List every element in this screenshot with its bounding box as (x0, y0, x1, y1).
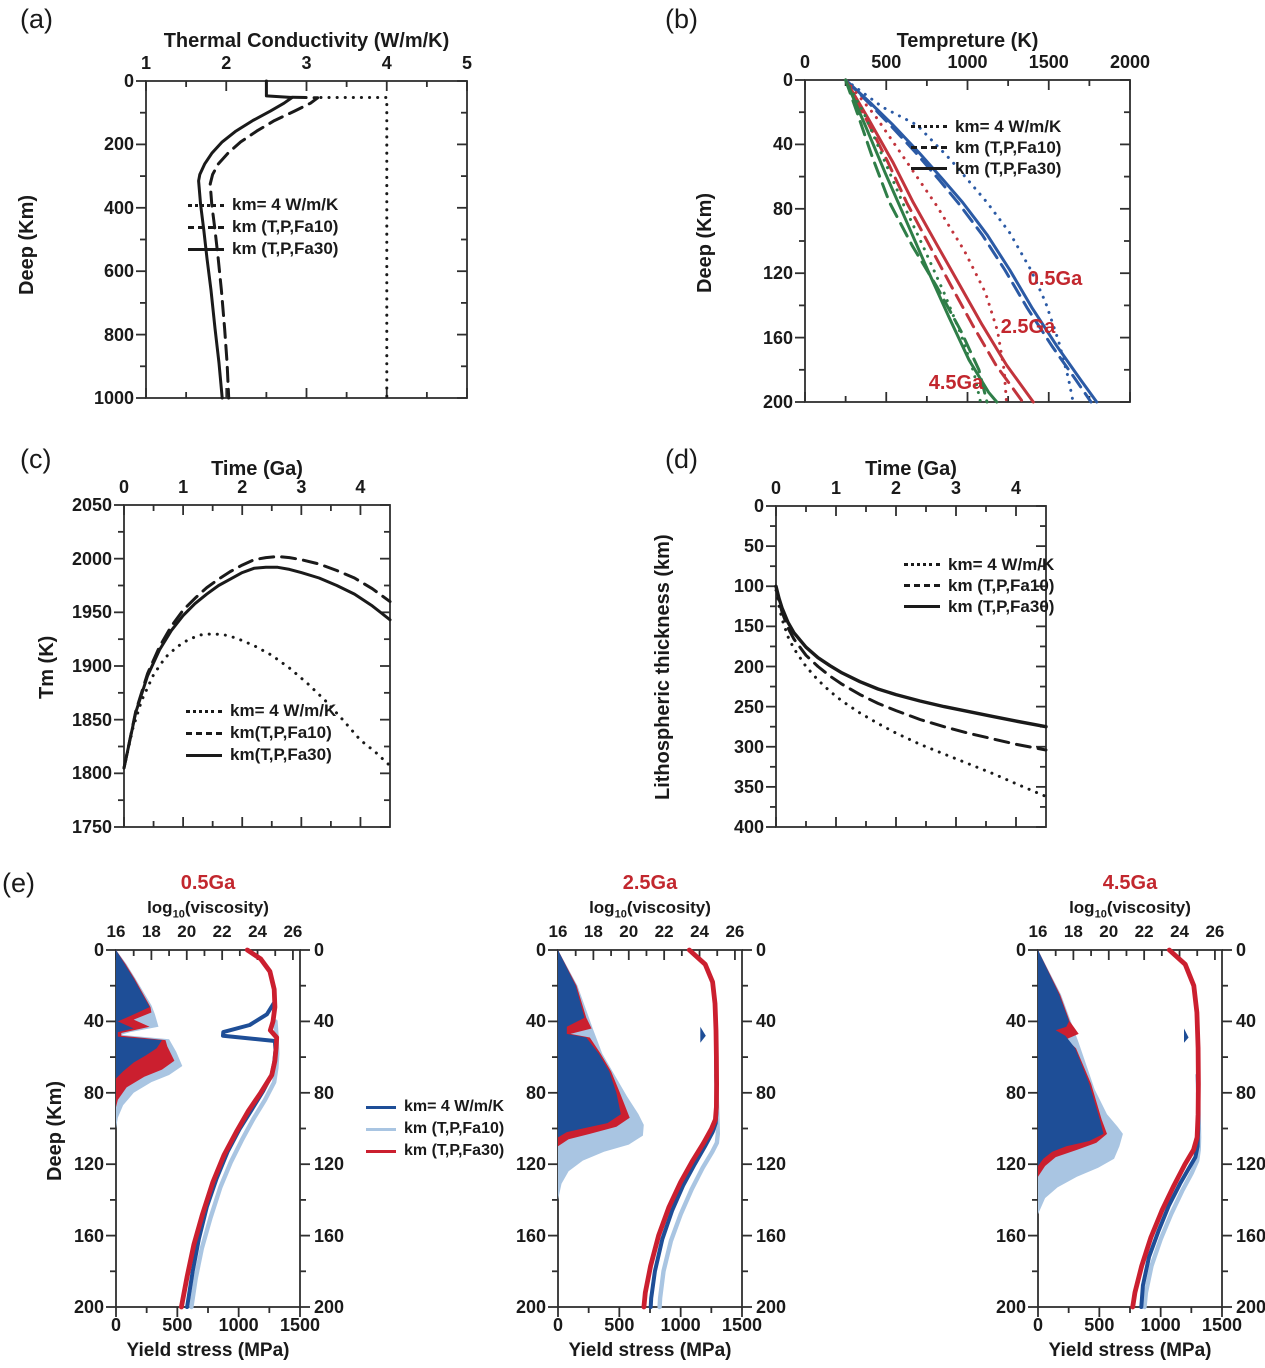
plot-canvas (106, 78, 1232, 1317)
figure-root: (a) (b) (c) (d) (e) Thermal Conductivity… (2, 4, 1265, 1361)
